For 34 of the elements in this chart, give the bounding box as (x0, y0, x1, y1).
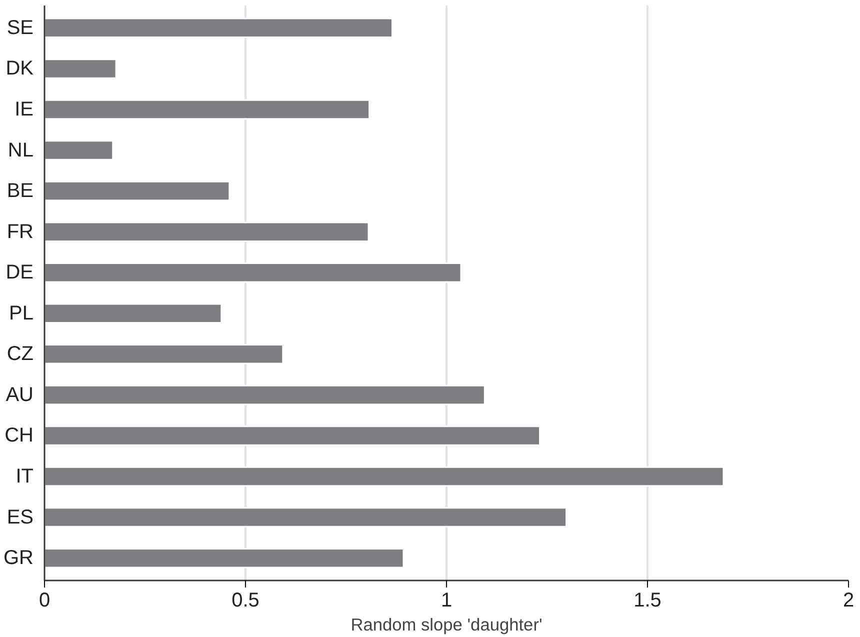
bar (44, 140, 114, 160)
y-tick-label: CZ (6, 343, 34, 366)
x-tick-label: 2 (842, 590, 854, 612)
bar (44, 222, 370, 242)
x-tick-label: 0 (38, 590, 50, 612)
bar (44, 262, 462, 283)
bar (44, 426, 541, 446)
y-tick-label: AU (6, 384, 34, 406)
x-axis-title: Random slope 'daughter' (350, 614, 542, 634)
x-tick-label: 1 (440, 590, 452, 612)
bar (44, 548, 404, 568)
y-tick-label: DK (6, 58, 34, 80)
y-tick-label: NL (8, 139, 34, 162)
y-tick-label: FR (6, 220, 34, 243)
y-tick-label: IT (16, 466, 34, 488)
x-tick-label: 1.5 (634, 590, 662, 612)
x-tick-label: 0.5 (232, 590, 260, 612)
bar (44, 99, 370, 120)
y-tick-label: CH (4, 424, 34, 447)
bar (44, 466, 724, 487)
bar (44, 507, 568, 528)
y-tick-label: GR (4, 547, 34, 570)
y-tick-label: ES (6, 506, 34, 528)
y-tick-label: SE (6, 16, 34, 39)
bar (44, 344, 284, 364)
y-tick-label: IE (14, 98, 34, 120)
bar (44, 303, 222, 324)
bar (44, 384, 486, 406)
y-tick-label: DE (6, 262, 34, 284)
bar (44, 58, 117, 79)
bar (44, 180, 230, 202)
bar (44, 18, 393, 38)
y-tick-label: PL (9, 302, 34, 324)
y-tick-label: BE (6, 180, 34, 202)
